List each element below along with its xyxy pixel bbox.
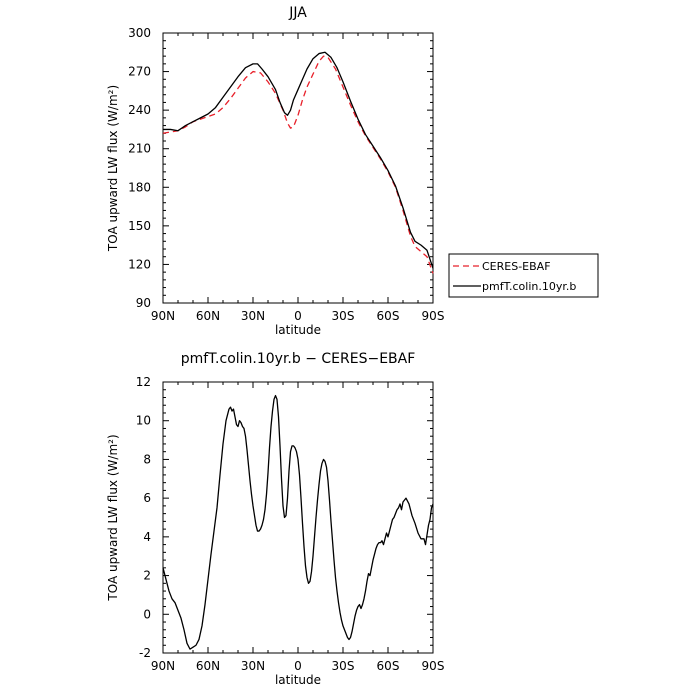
x-axis-title: latitude [275,323,321,337]
y-tick-label: 240 [128,103,151,117]
y-tick-label: 2 [143,569,151,583]
y-tick-label: 0 [143,607,151,621]
y-axis-title: TOA upward LW flux (W/m²) [106,85,120,252]
series-line-pmft-colin-10yr-b [163,51,434,269]
y-tick-label: 150 [128,219,151,233]
y-tick-label: 4 [143,530,151,544]
legend: CERES-EBAF pmfT.colin.10yr.b [448,253,599,298]
y-tick-label: 90 [136,296,151,310]
x-tick-label: 60S [377,309,400,323]
y-tick-label: 8 [143,452,151,466]
x-tick-label: 30S [332,309,355,323]
top-panel-mean-flux: 90 120 150 180 210 240 270 300 90N 60N 30N 0 30S 60S 9… [106,5,444,337]
x-tick-label: 60N [196,309,220,323]
y-tick-label: 210 [128,142,151,156]
legend-label: CERES-EBAF [482,260,551,273]
x-tick-label: 90S [422,309,445,323]
y-axis-title: TOA upward LW flux (W/m²) [106,434,120,601]
x-tick-label: 90S [422,659,445,673]
y-tick-label: 12 [136,375,151,389]
legend-label: pmfT.colin.10yr.b [482,280,576,293]
x-tick-label: 30S [332,659,355,673]
y-tick-label: 10 [136,414,151,428]
y-tick-label: 300 [128,26,151,40]
x-tick-label: 0 [294,659,302,673]
y-tick-label: 6 [143,491,151,505]
bottom-panel-difference: -2 0 2 4 6 8 10 12 90N 60N 30N 0 30S 60S 90S latitude TO… [106,351,444,687]
x-tick-label: 90N [151,659,175,673]
legend-box [448,253,599,298]
y-tick-label: 180 [128,180,151,194]
y-tick-label: -2 [139,646,151,660]
x-axis-title: latitude [275,673,321,687]
x-tick-label: 30N [241,309,265,323]
chart-title: pmfT.colin.10yr.b − CERES−EBAF [181,351,416,367]
x-tick-label: 90N [151,309,175,323]
x-tick-label: 60S [377,659,400,673]
x-tick-label: 30N [241,659,265,673]
x-tick-label: 60N [196,659,220,673]
y-tick-label: 270 [128,65,151,79]
series-line-difference [162,394,434,650]
x-tick-label: 0 [294,309,302,323]
plot-frame [162,32,434,304]
y-tick-label: 120 [128,257,151,271]
chart-title: JJA [288,5,307,21]
